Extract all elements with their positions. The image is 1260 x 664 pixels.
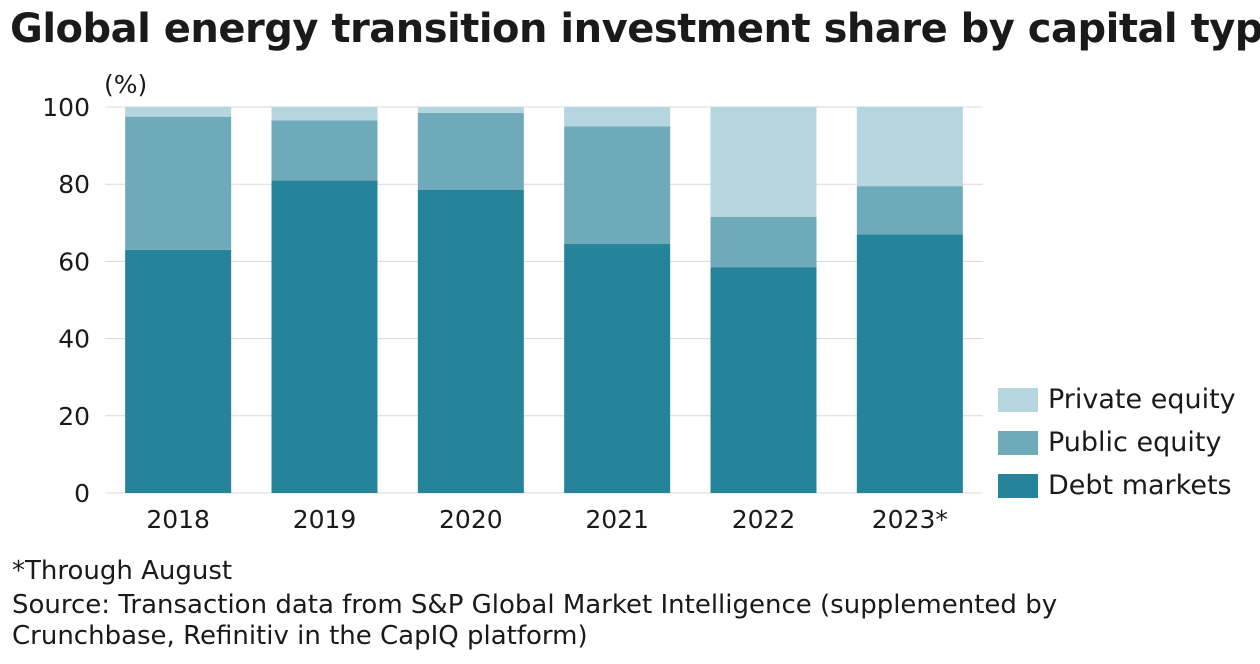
legend-item-public-equity: Public equity <box>998 421 1236 464</box>
axis-labels: 0 20 40 60 80 100 2018 2019 2020 2021 2022 2023* <box>42 93 948 534</box>
bar-public-equity-2018 <box>125 116 232 250</box>
bar-private-equity-2018 <box>125 107 232 117</box>
legend-item-private-equity: Private equity <box>998 378 1236 421</box>
legend-item-debt-markets: Debt markets <box>998 464 1236 507</box>
bar-private-equity-2020 <box>417 107 524 113</box>
bar-private-equity-2022 <box>710 107 817 218</box>
legend-label-private-equity: Private equity <box>1048 384 1236 415</box>
x-tick-label-2021: 2021 <box>585 505 649 534</box>
y-tick-label-0: 0 <box>74 479 90 508</box>
legend-label-public-equity: Public equity <box>1048 427 1222 458</box>
bar-debt-markets-2023 <box>856 234 963 493</box>
y-tick-label-60: 60 <box>58 247 90 276</box>
bar-public-equity-2021 <box>564 126 671 245</box>
bar-debt-markets-2019 <box>271 180 378 493</box>
bar-debt-markets-2022 <box>710 267 817 493</box>
y-axis-unit-label: (%) <box>104 70 148 99</box>
x-tick-label-2018: 2018 <box>146 505 210 534</box>
bar-private-equity-2019 <box>271 107 378 121</box>
bar-private-equity-2021 <box>564 107 671 127</box>
legend-swatch-private-equity <box>998 387 1038 412</box>
y-tick-label-20: 20 <box>58 402 90 431</box>
legend-swatch-public-equity <box>998 430 1038 455</box>
footnote: *Through August <box>12 556 233 586</box>
bars <box>125 107 963 494</box>
gridlines <box>105 106 983 494</box>
bar-public-equity-2022 <box>710 217 817 268</box>
bar-public-equity-2020 <box>417 112 524 190</box>
legend-swatch-debt-markets <box>998 473 1038 498</box>
source-note: Source: Transaction data from S&P Global… <box>12 590 1058 651</box>
chart-title: Global energy transition investment shar… <box>10 6 1260 52</box>
x-tick-label-2019: 2019 <box>293 505 357 534</box>
y-tick-label-100: 100 <box>42 93 90 122</box>
bar-public-equity-2023 <box>856 186 963 235</box>
legend: Private equity Public equity Debt market… <box>998 378 1236 507</box>
x-tick-label-2020: 2020 <box>439 505 503 534</box>
bar-debt-markets-2020 <box>417 189 524 494</box>
x-tick-label-2022: 2022 <box>732 505 796 534</box>
bar-public-equity-2019 <box>271 120 378 181</box>
y-tick-label-40: 40 <box>58 325 90 354</box>
x-tick-label-2023: 2023* <box>872 505 948 534</box>
y-tick-label-80: 80 <box>58 170 90 199</box>
bar-private-equity-2023 <box>856 107 963 187</box>
legend-label-debt-markets: Debt markets <box>1048 470 1232 501</box>
bar-debt-markets-2021 <box>564 244 671 493</box>
bar-debt-markets-2018 <box>125 249 232 493</box>
